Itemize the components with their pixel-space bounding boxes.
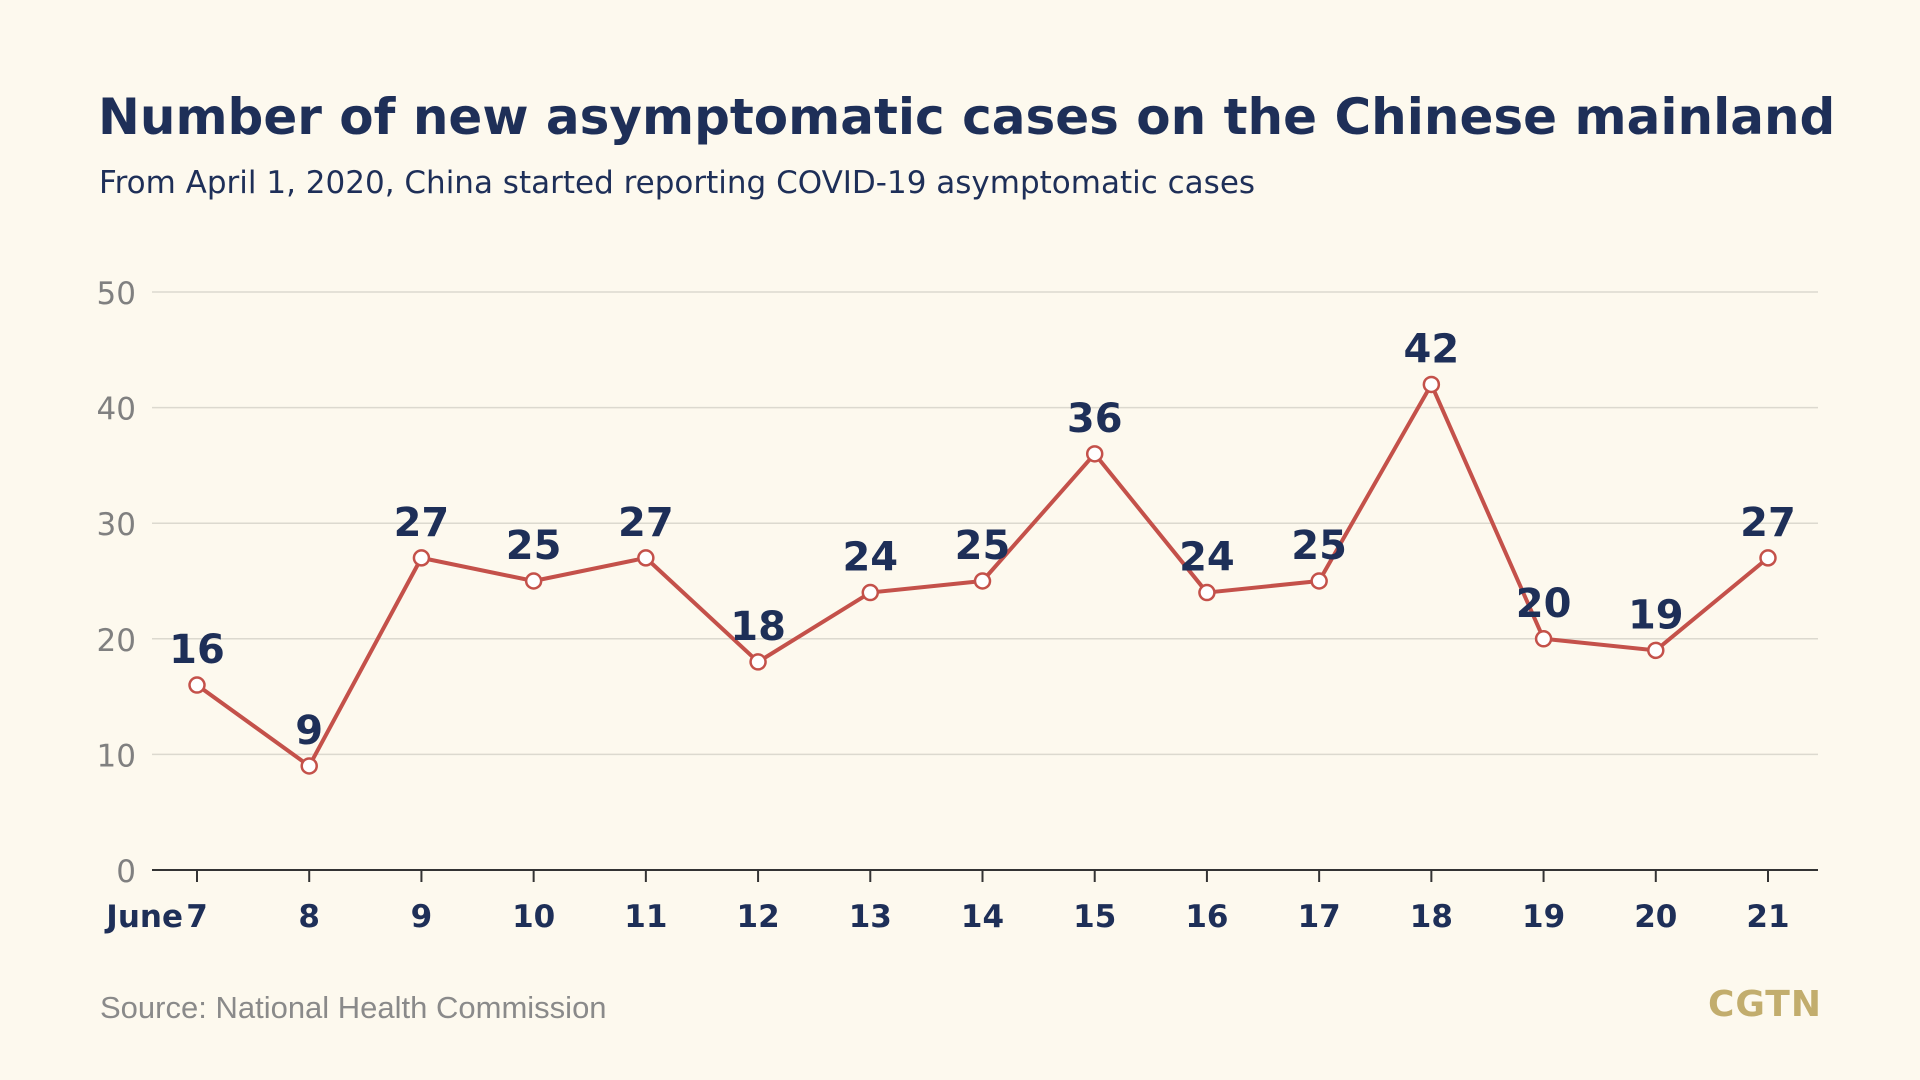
data-label: 25 — [1291, 523, 1347, 569]
x-tick-label: 13 — [849, 899, 892, 935]
y-tick-label: 40 — [97, 392, 136, 428]
data-point — [1534, 630, 1553, 648]
x-tick-label: 10 — [512, 899, 555, 935]
data-point — [524, 572, 543, 590]
x-tick-label: 17 — [1298, 899, 1341, 935]
x-tick-label: 19 — [1522, 899, 1565, 935]
data-label: 24 — [842, 535, 898, 581]
data-point — [1647, 641, 1665, 660]
data-point — [1085, 445, 1104, 463]
y-tick-label: 30 — [97, 507, 136, 543]
data-label: 20 — [1516, 581, 1572, 627]
y-tick-label: 50 — [97, 276, 136, 312]
data-point — [1310, 572, 1328, 590]
data-point — [637, 549, 655, 567]
cgtn-logo: CGTN — [1707, 984, 1822, 1025]
chart-title: Number of new asymptomatic cases on the … — [98, 88, 1836, 146]
data-label: 36 — [1067, 396, 1123, 442]
data-point — [188, 676, 206, 694]
y-tick-label: 20 — [97, 623, 136, 659]
y-tick-label: 0 — [116, 854, 136, 890]
data-label: 27 — [1740, 500, 1796, 546]
x-tick-label: 11 — [624, 899, 667, 935]
data-point — [1759, 549, 1777, 567]
data-label: 42 — [1404, 326, 1460, 372]
data-label: 25 — [955, 523, 1011, 569]
data-point — [973, 572, 992, 590]
x-tick-label: 20 — [1634, 899, 1677, 935]
data-point — [1422, 375, 1441, 394]
x-axis-month-label: June — [104, 899, 183, 935]
x-tick-label: 14 — [961, 899, 1004, 935]
x-tick-label: 18 — [1410, 899, 1453, 935]
data-label: 19 — [1628, 592, 1684, 638]
x-tick-label: 16 — [1185, 899, 1228, 935]
x-tick-label: 8 — [298, 899, 320, 935]
x-tick-label: 12 — [737, 899, 780, 935]
data-point — [749, 653, 767, 671]
data-point — [861, 583, 880, 602]
data-label: 25 — [506, 523, 562, 569]
chart-subtitle: From April 1, 2020, China started report… — [99, 165, 1256, 201]
data-label: 18 — [730, 604, 786, 650]
data-point — [300, 757, 318, 775]
data-point — [1198, 583, 1216, 602]
data-label: 24 — [1179, 535, 1235, 581]
y-tick-label: 10 — [97, 738, 136, 774]
data-label: 27 — [394, 500, 450, 546]
data-label: 16 — [169, 627, 225, 673]
source-note: Source: National Health Commission — [100, 990, 607, 1025]
x-tick-label: 7 — [186, 899, 208, 935]
x-tick-label: 9 — [411, 899, 433, 935]
data-label: 9 — [295, 708, 323, 754]
x-tick-label: 15 — [1073, 899, 1116, 935]
data-point — [412, 549, 431, 567]
data-label: 27 — [618, 500, 674, 546]
x-tick-label: 21 — [1746, 899, 1789, 935]
